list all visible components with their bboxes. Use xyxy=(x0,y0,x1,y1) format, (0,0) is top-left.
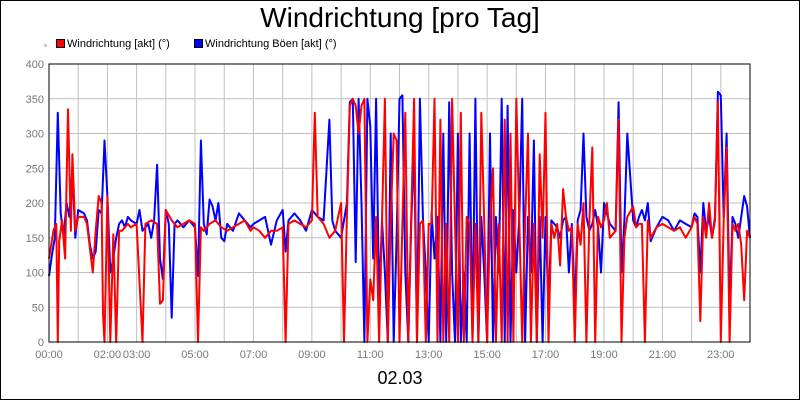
y-tick-label: 400 xyxy=(26,59,44,71)
legend-item-blue: Windrichtung Böen [akt] (°) xyxy=(194,38,337,50)
y-tick-label: 100 xyxy=(26,268,44,280)
x-tick-label: 23:00 xyxy=(707,349,735,361)
x-tick-label: 09:00 xyxy=(298,349,326,361)
plot-area-border xyxy=(48,63,751,343)
y-tick-label: 150 xyxy=(26,233,44,245)
y-tick-label: 300 xyxy=(26,129,44,141)
y-tick-label: 350 xyxy=(26,94,44,106)
y-tick-label: 250 xyxy=(26,163,44,175)
x-tick-label: 21:00 xyxy=(649,349,677,361)
x-tick-label: 00:00 xyxy=(35,349,63,361)
x-tick-label: 15:00 xyxy=(473,349,501,361)
legend-marker-icon xyxy=(44,44,47,47)
y-tick-label: 0 xyxy=(38,337,44,349)
date-label: 02.03 xyxy=(377,368,423,388)
legend-label-red: Windrichtung [akt] (°) xyxy=(67,38,170,50)
x-tick-label: 02:00 xyxy=(94,349,122,361)
x-tick-label: 03:00 xyxy=(123,349,151,361)
series-line-windrichtung-boeen xyxy=(48,90,751,343)
legend-swatch-blue xyxy=(194,39,203,48)
x-tick-label: 17:00 xyxy=(532,349,560,361)
x-tick-label: 19:00 xyxy=(590,349,618,361)
legend-item-red: Windrichtung [akt] (°) xyxy=(56,38,170,50)
series-line-windrichtung xyxy=(48,97,751,343)
y-tick-label: 50 xyxy=(32,302,44,314)
legend-swatch-red xyxy=(56,39,65,48)
y-tick-label: 200 xyxy=(26,198,44,210)
chart-title: Windrichtung [pro Tag] xyxy=(260,2,540,33)
x-tick-label: 13:00 xyxy=(415,349,443,361)
x-tick-label: 07:00 xyxy=(240,349,268,361)
x-tick-label: 05:00 xyxy=(181,349,209,361)
x-tick-label: 11:00 xyxy=(357,349,384,361)
legend-label-blue: Windrichtung Böen [akt] (°) xyxy=(205,38,337,50)
